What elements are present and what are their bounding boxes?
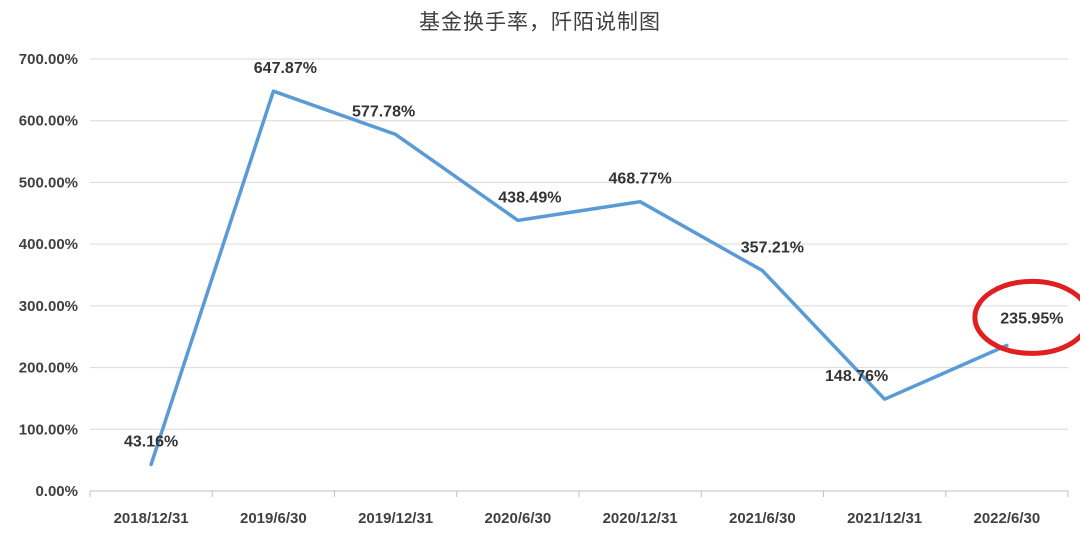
y-tick-label: 600.00% xyxy=(19,113,78,130)
x-tick-label: 2021/6/30 xyxy=(729,510,796,527)
data-label: 43.16% xyxy=(124,433,178,450)
data-label: 235.95% xyxy=(1000,310,1063,327)
data-label: 577.78% xyxy=(352,103,415,120)
y-tick-label: 400.00% xyxy=(19,236,78,253)
data-label: 148.76% xyxy=(825,368,888,385)
series-line xyxy=(149,89,1009,467)
data-label: 468.77% xyxy=(609,171,672,188)
data-label: 438.49% xyxy=(498,189,561,206)
highlight-circle xyxy=(972,278,1080,356)
x-tick-label: 2019/6/30 xyxy=(240,510,307,527)
data-label: 357.21% xyxy=(741,240,804,257)
x-tick-label: 2022/6/30 xyxy=(974,510,1041,527)
y-tick-label: 700.00% xyxy=(19,51,78,68)
y-tick-label: 300.00% xyxy=(19,298,78,315)
x-tick-label: 2019/12/31 xyxy=(358,510,433,527)
x-tick-label: 2018/12/31 xyxy=(114,510,189,527)
y-tick-label: 0.00% xyxy=(35,483,78,500)
x-tick-label: 2020/6/30 xyxy=(485,510,552,527)
data-label: 647.87% xyxy=(254,60,317,77)
chart-title: 基金换手率，阡陌说制图 xyxy=(419,10,661,34)
x-tick-label: 2020/12/31 xyxy=(603,510,678,527)
y-tick-label: 200.00% xyxy=(19,360,78,377)
x-tick-label: 2021/12/31 xyxy=(847,510,922,527)
y-tick-label: 100.00% xyxy=(19,421,78,438)
y-tick-label: 500.00% xyxy=(19,174,78,191)
